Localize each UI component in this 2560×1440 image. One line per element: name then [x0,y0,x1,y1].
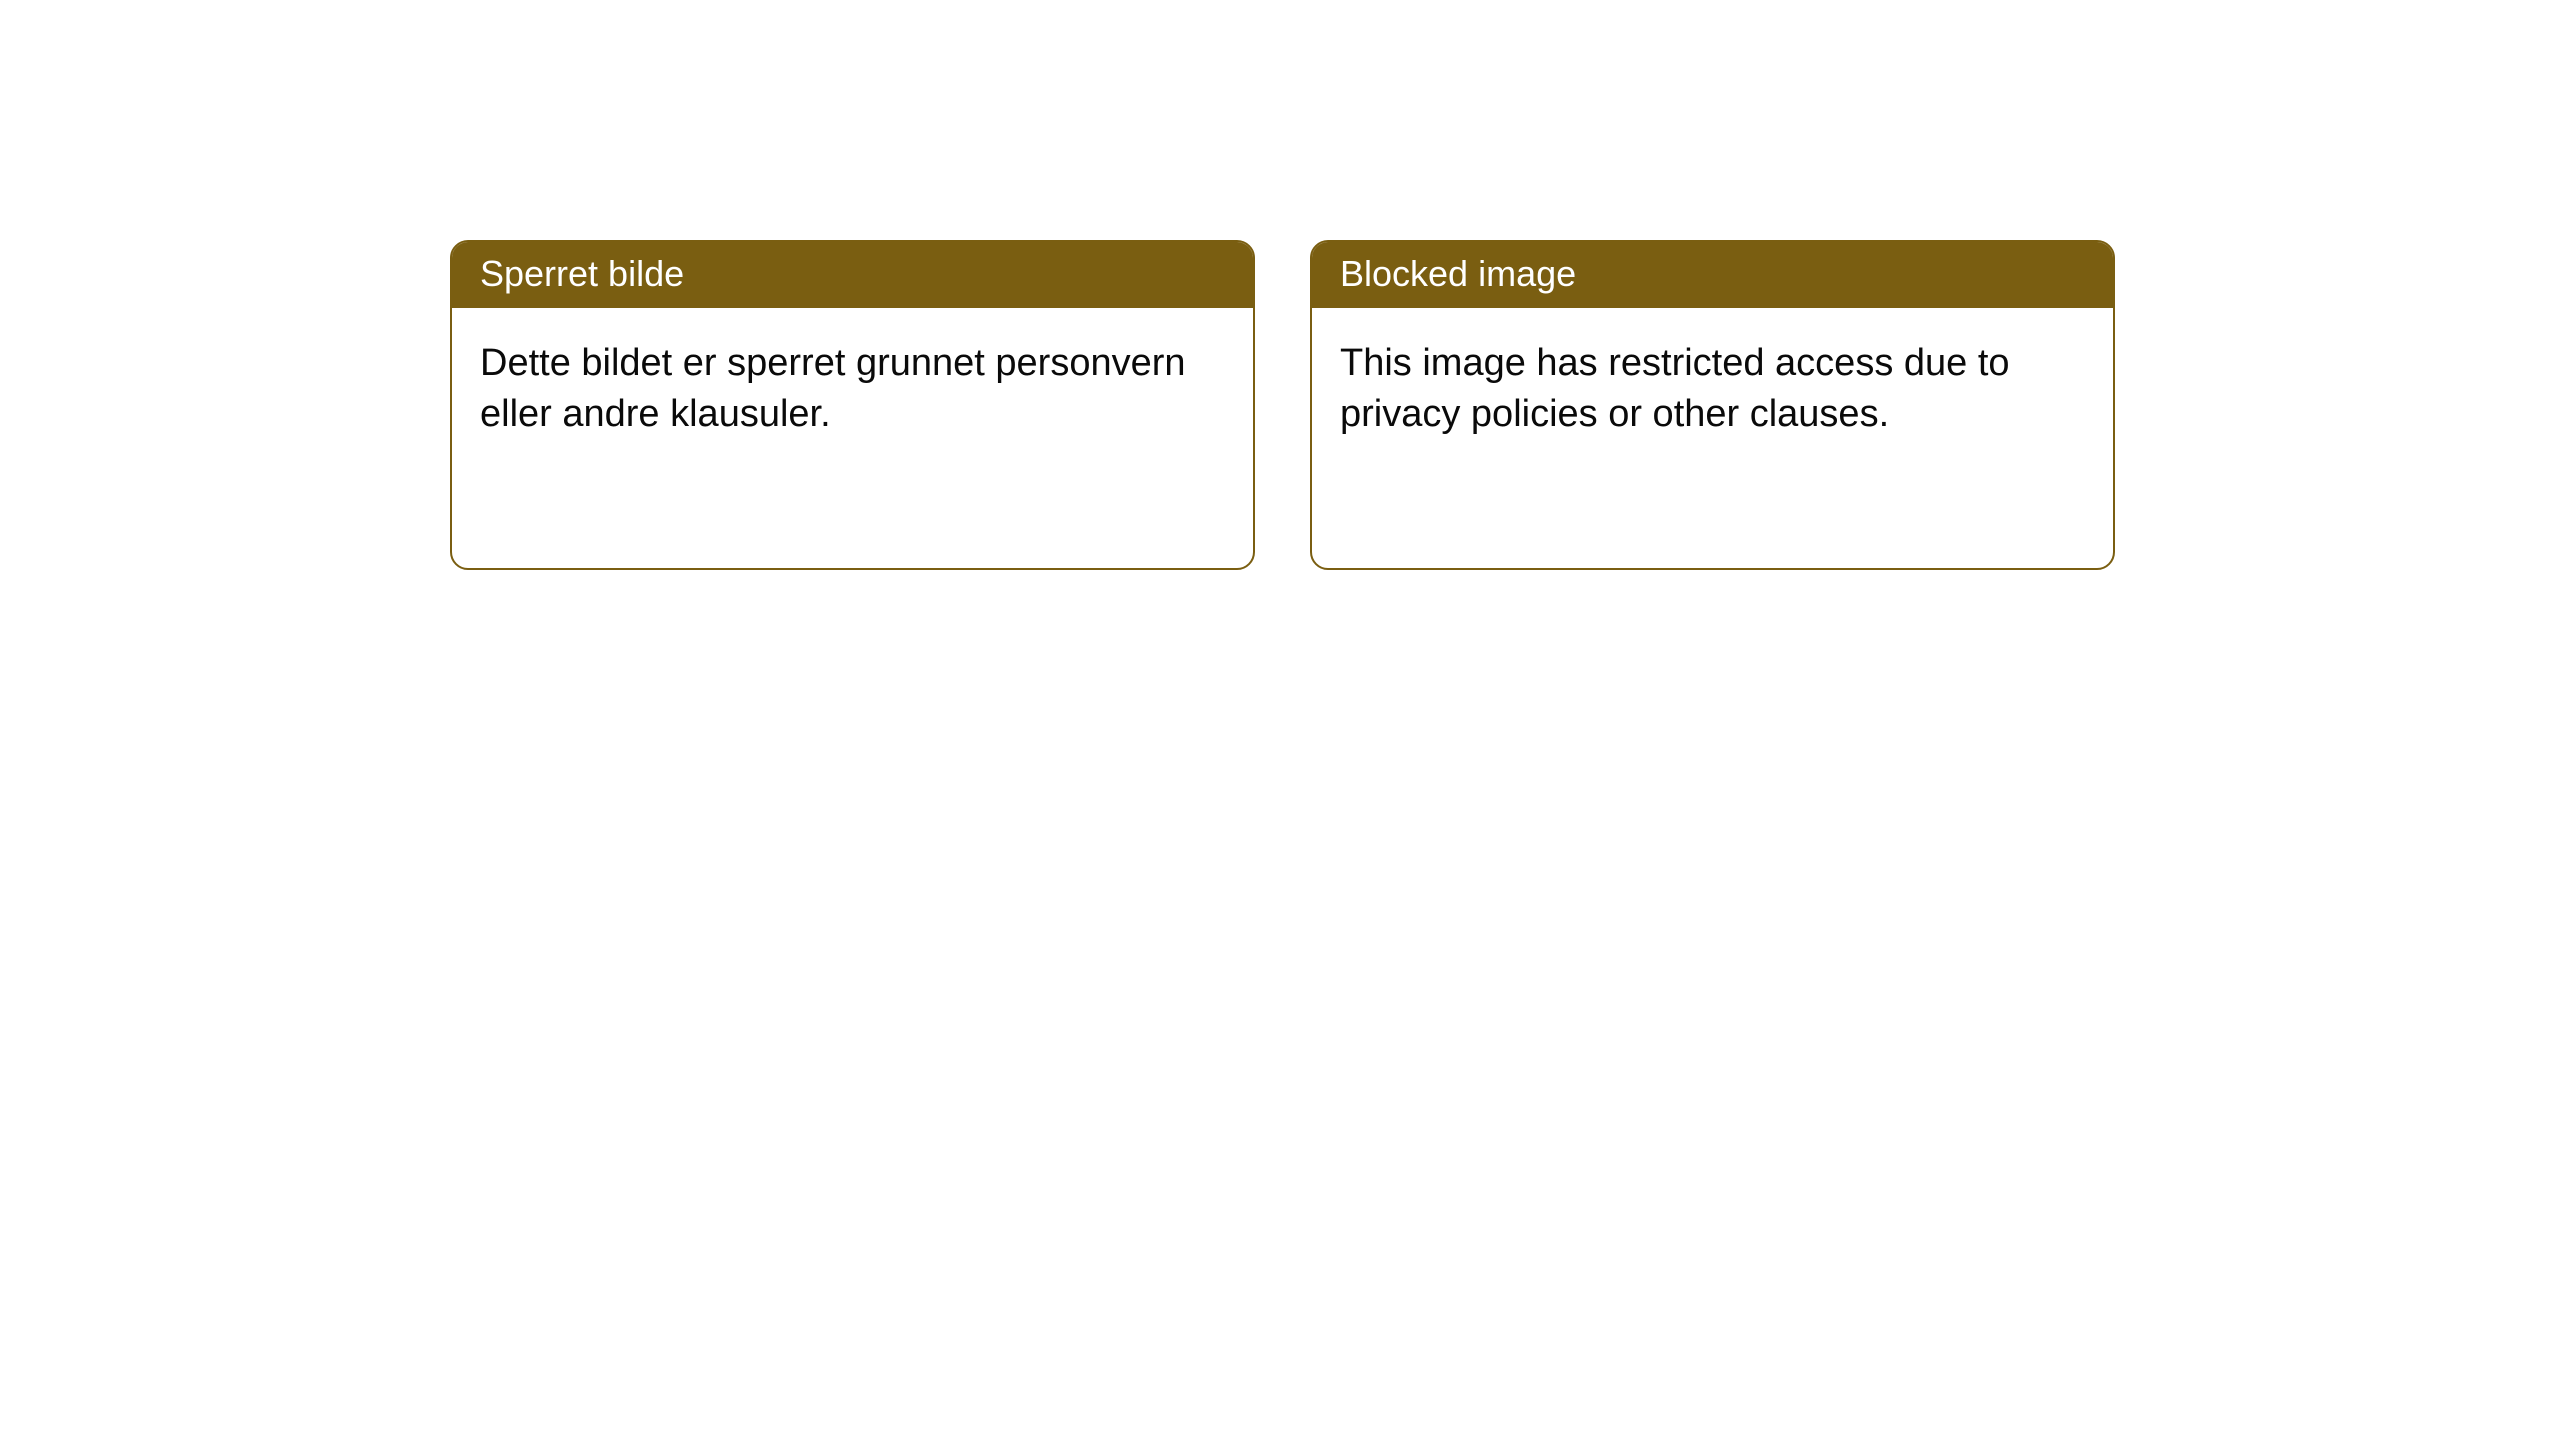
blocked-image-cards: Sperret bilde Dette bildet er sperret gr… [450,240,2115,570]
blocked-image-card-english: Blocked image This image has restricted … [1310,240,2115,570]
blocked-image-card-norwegian: Sperret bilde Dette bildet er sperret gr… [450,240,1255,570]
card-header: Blocked image [1312,242,2113,308]
card-header: Sperret bilde [452,242,1253,308]
card-body: This image has restricted access due to … [1312,308,2113,471]
card-body: Dette bildet er sperret grunnet personve… [452,308,1253,471]
